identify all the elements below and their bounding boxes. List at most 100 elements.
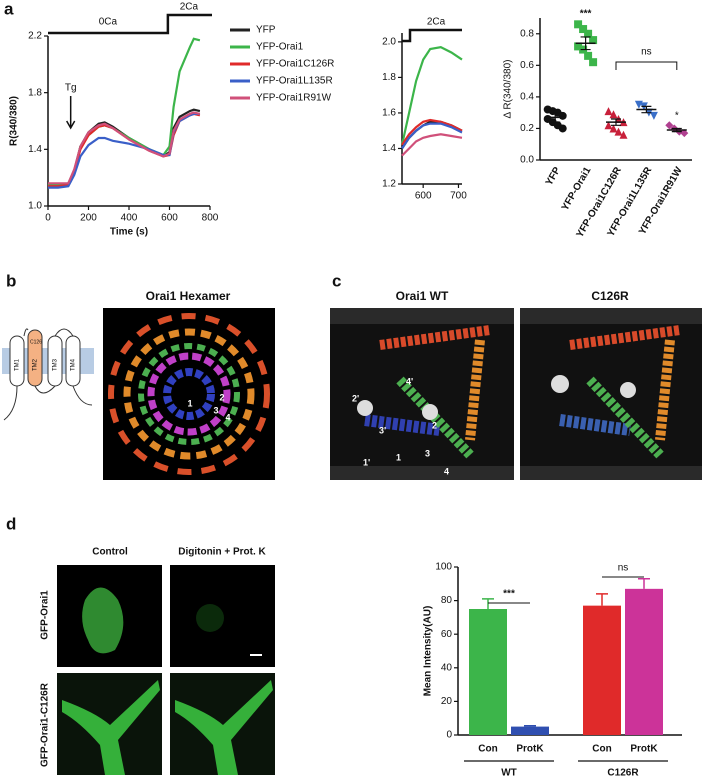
y-tick-label: 1.2: [382, 179, 396, 190]
annotation: ***: [580, 9, 592, 20]
x-tick-label: 700: [450, 191, 467, 202]
annotation: 2Ca: [180, 2, 199, 13]
error-bar: [638, 578, 650, 589]
annotation: ns: [618, 563, 629, 574]
tm-label: TM3: [53, 358, 59, 371]
data-point: [584, 29, 593, 38]
tm-label: TM1: [15, 358, 21, 371]
row-label: GFP-Orai1-C126R: [40, 682, 51, 767]
legend-label: YFP-Orai1R91W: [256, 93, 332, 104]
y-tick-label: 0.8: [520, 28, 534, 39]
x-tick-label: 400: [121, 213, 138, 224]
legend-label: YFP: [256, 25, 276, 36]
legend-label: YFP-Orai1L135R: [256, 76, 333, 87]
x-tick-label: ProtK: [630, 744, 658, 755]
error-bar: [641, 105, 652, 114]
error-bar: [671, 127, 682, 133]
structure-label: 2: [432, 420, 437, 430]
hexamer-image: [103, 308, 275, 480]
annotation-arrow: [66, 96, 76, 130]
y-axis-title: R(340/380): [9, 96, 20, 146]
significance-bracket: [615, 61, 678, 70]
legend-label: YFP-Orai1C126R: [256, 59, 334, 70]
panel-label: c: [332, 271, 341, 290]
y-tick-label: 0.0: [520, 155, 534, 166]
y-tick-label: 0.4: [520, 92, 534, 103]
column-title: Digitonin + Prot. K: [178, 547, 266, 558]
data-point: [604, 107, 613, 116]
tm-label: TM4: [71, 358, 77, 371]
structure-label: 4: [225, 412, 230, 422]
data-point: [649, 111, 658, 120]
x-tick-label: 0: [45, 213, 51, 224]
data-point: [665, 121, 674, 130]
structure-label: 3: [425, 448, 430, 458]
group-label: C126R: [607, 768, 639, 779]
micrograph: [57, 565, 275, 775]
condition-bar: [48, 13, 212, 35]
panel-label: a: [4, 0, 14, 18]
structure-image: [330, 308, 514, 480]
data-point: [574, 20, 583, 29]
data-point: [614, 127, 623, 136]
annotation: 0Ca: [99, 17, 118, 28]
y-tick-label: 0.6: [520, 60, 534, 71]
annotation: ***: [503, 589, 515, 600]
x-tick-label: 200: [80, 213, 97, 224]
annotation: *: [675, 111, 679, 122]
panel-title: Orai1 WT: [396, 289, 449, 303]
annotation: Tg: [65, 83, 77, 94]
group-label: WT: [501, 768, 517, 779]
row-label: GFP-Orai1: [40, 590, 51, 640]
error-bar: [596, 593, 608, 606]
x-tick-label: 600: [415, 191, 432, 202]
x-axis-title: Time (s): [110, 227, 148, 238]
y-tick-label: 1.8: [382, 72, 396, 83]
structure-label: 2: [219, 392, 224, 402]
y-tick-label: 1.4: [28, 144, 42, 155]
bar: [511, 726, 549, 735]
error-bar: [482, 598, 494, 609]
y-axis-title: Δ R(340/380): [503, 60, 514, 119]
y-tick-label: 0.2: [520, 123, 534, 134]
y-tick-label: 0: [446, 730, 452, 741]
series-line: [400, 46, 463, 146]
data-point: [680, 129, 689, 138]
y-tick-label: 40: [441, 662, 453, 673]
bar: [469, 609, 507, 735]
data-point: [609, 110, 618, 119]
data-point: [589, 58, 598, 67]
y-tick-label: 60: [441, 629, 453, 640]
condition-bar: [402, 28, 462, 43]
structure-label: 3: [213, 405, 218, 415]
x-tick-label: 800: [202, 213, 219, 224]
annotation: 2Ca: [427, 17, 446, 28]
y-tick-label: 1.4: [382, 143, 396, 154]
series-line: [401, 118, 463, 146]
panel-title: Orai1 Hexamer: [146, 289, 231, 303]
x-tick-label: YFP-Orai1: [560, 165, 594, 213]
panel-label: d: [6, 514, 16, 533]
structure-label: 4': [406, 376, 413, 386]
series-line: [401, 122, 463, 150]
tm-label: TM2: [33, 358, 39, 371]
x-tick-label: Con: [478, 744, 497, 755]
data-point: [604, 121, 613, 130]
bar: [583, 605, 621, 735]
y-tick-label: 1.6: [382, 108, 396, 119]
structure-label: 3': [379, 425, 386, 435]
annotation: ns: [641, 47, 652, 58]
structure-image: [520, 308, 702, 480]
x-tick-label: ProtK: [516, 744, 544, 755]
error-bar: [524, 725, 536, 727]
bar: [625, 588, 663, 735]
y-tick-label: 20: [441, 696, 453, 707]
data-point: [574, 42, 583, 51]
error-bar: [611, 118, 621, 126]
series-line: [48, 112, 200, 189]
x-tick-label: YFP: [544, 165, 563, 188]
data-point: [579, 25, 588, 34]
legend-label: YFP-Orai1: [256, 42, 304, 53]
x-tick-label: 600: [161, 213, 178, 224]
